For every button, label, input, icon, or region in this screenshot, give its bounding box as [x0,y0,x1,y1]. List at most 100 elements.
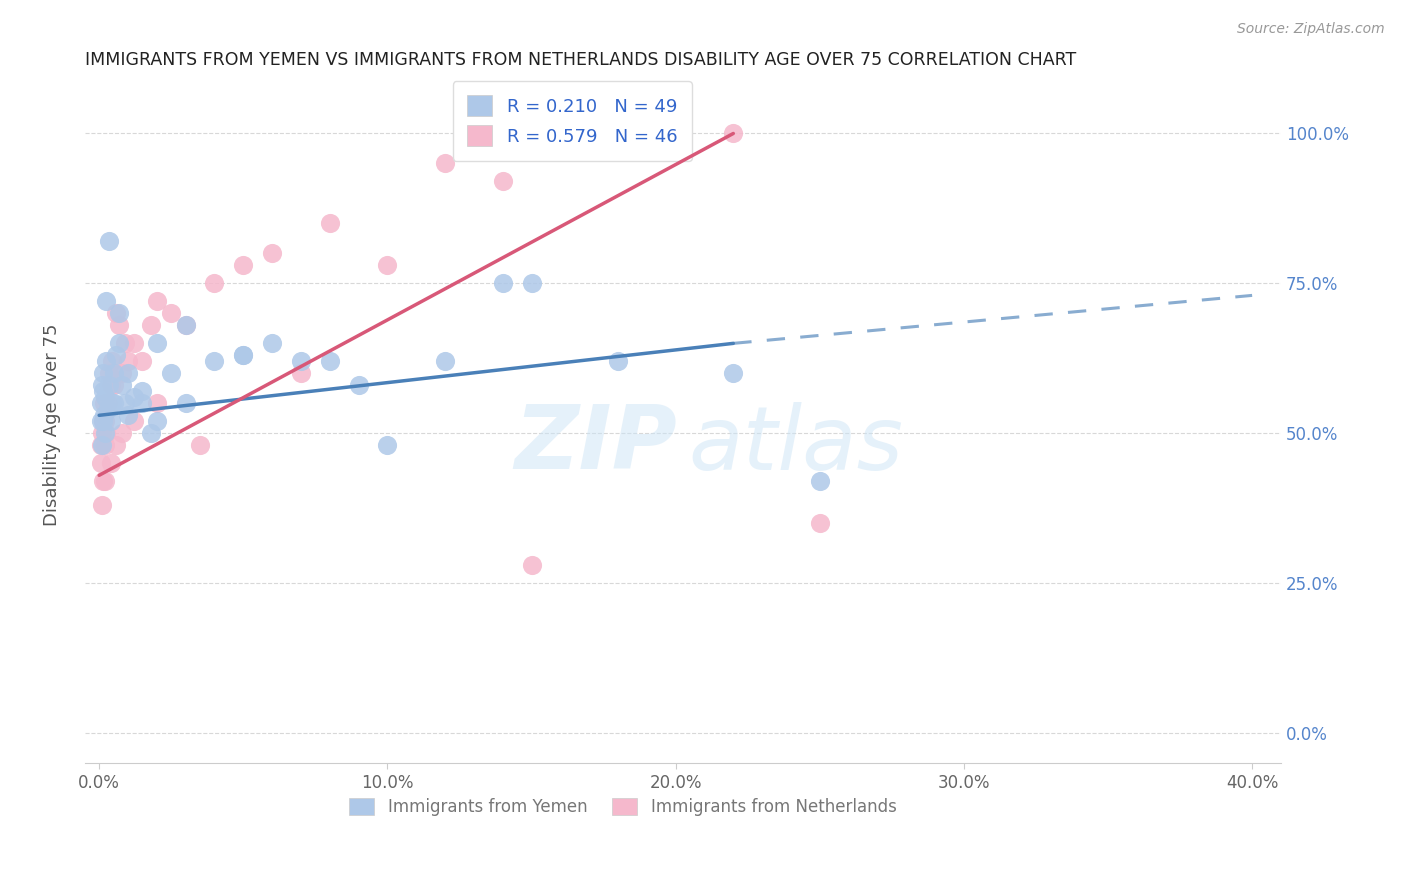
Point [91,438,114,452]
Text: IMMIGRANTS FROM YEMEN VS IMMIGRANTS FROM NETHERLANDS DISABILITY AGE OVER 75 CORR: IMMIGRANTS FROM YEMEN VS IMMIGRANTS FROM… [84,51,1076,69]
Point [319,354,342,368]
Point [174,396,197,410]
Point [174,318,197,333]
Text: atlas: atlas [689,401,904,488]
Point [131,384,153,399]
Point [146,414,169,428]
Point [204,354,226,368]
Text: Source: ZipAtlas.com: Source: ZipAtlas.com [1237,22,1385,37]
Point [94,475,117,489]
Point [93,409,115,423]
Point [117,367,139,381]
Point [96,426,118,441]
Point [319,216,342,230]
Point [96,294,118,309]
Legend: Immigrants from Yemen, Immigrants from Netherlands: Immigrants from Yemen, Immigrants from N… [343,791,903,822]
Point [90,456,112,470]
Point [377,259,399,273]
Point [96,354,118,368]
Point [114,396,136,410]
Point [434,156,457,170]
Point [114,336,136,351]
Point [97,396,120,410]
Point [108,318,131,333]
Point [100,456,122,470]
Point [98,378,121,392]
Point [607,354,630,368]
Point [90,438,112,452]
Point [100,378,122,392]
Point [117,409,139,423]
Point [91,414,114,428]
Point [103,367,125,381]
Point [434,354,457,368]
Point [122,390,145,404]
Text: ZIP: ZIP [515,401,676,488]
Point [94,438,117,452]
Point [139,426,162,441]
Point [93,414,115,428]
Point [492,174,515,188]
Point [131,396,153,410]
Point [122,336,145,351]
Point [290,354,312,368]
Point [90,414,112,428]
Point [97,402,120,417]
Point [108,336,131,351]
Point [377,438,399,452]
Point [232,348,254,362]
Point [91,378,114,392]
Point [146,294,169,309]
Point [665,127,688,141]
Point [578,127,600,141]
Point [160,367,183,381]
Point [98,235,121,249]
Point [122,414,145,428]
Point [188,438,211,452]
Point [808,475,831,489]
Point [105,306,128,320]
Point [98,367,121,381]
Point [100,414,122,428]
Point [111,378,134,392]
Point [262,246,284,260]
Point [723,127,745,141]
Point [105,348,128,362]
Point [103,396,125,410]
Point [492,277,515,291]
Point [101,354,124,368]
Point [105,438,128,452]
Point [520,558,543,573]
Point [347,378,370,392]
Point [146,396,169,410]
Point [108,306,131,320]
Point [101,396,124,410]
Point [204,277,226,291]
Point [91,426,114,441]
Point [131,354,153,368]
Point [90,396,112,410]
Point [93,475,115,489]
Point [103,378,125,392]
Point [139,318,162,333]
Point [262,336,284,351]
Point [232,348,254,362]
Point [91,384,114,399]
Point [117,354,139,368]
Point [808,516,831,531]
Point [94,414,117,428]
Point [723,367,745,381]
Point [93,367,115,381]
Point [111,367,134,381]
Point [160,306,183,320]
Point [94,426,117,441]
Point [93,396,115,410]
Point [91,498,114,512]
Point [290,367,312,381]
Point [232,259,254,273]
Point [146,336,169,351]
Y-axis label: Disability Age Over 75: Disability Age Over 75 [44,323,60,525]
Point [174,318,197,333]
Point [94,390,117,404]
Point [520,277,543,291]
